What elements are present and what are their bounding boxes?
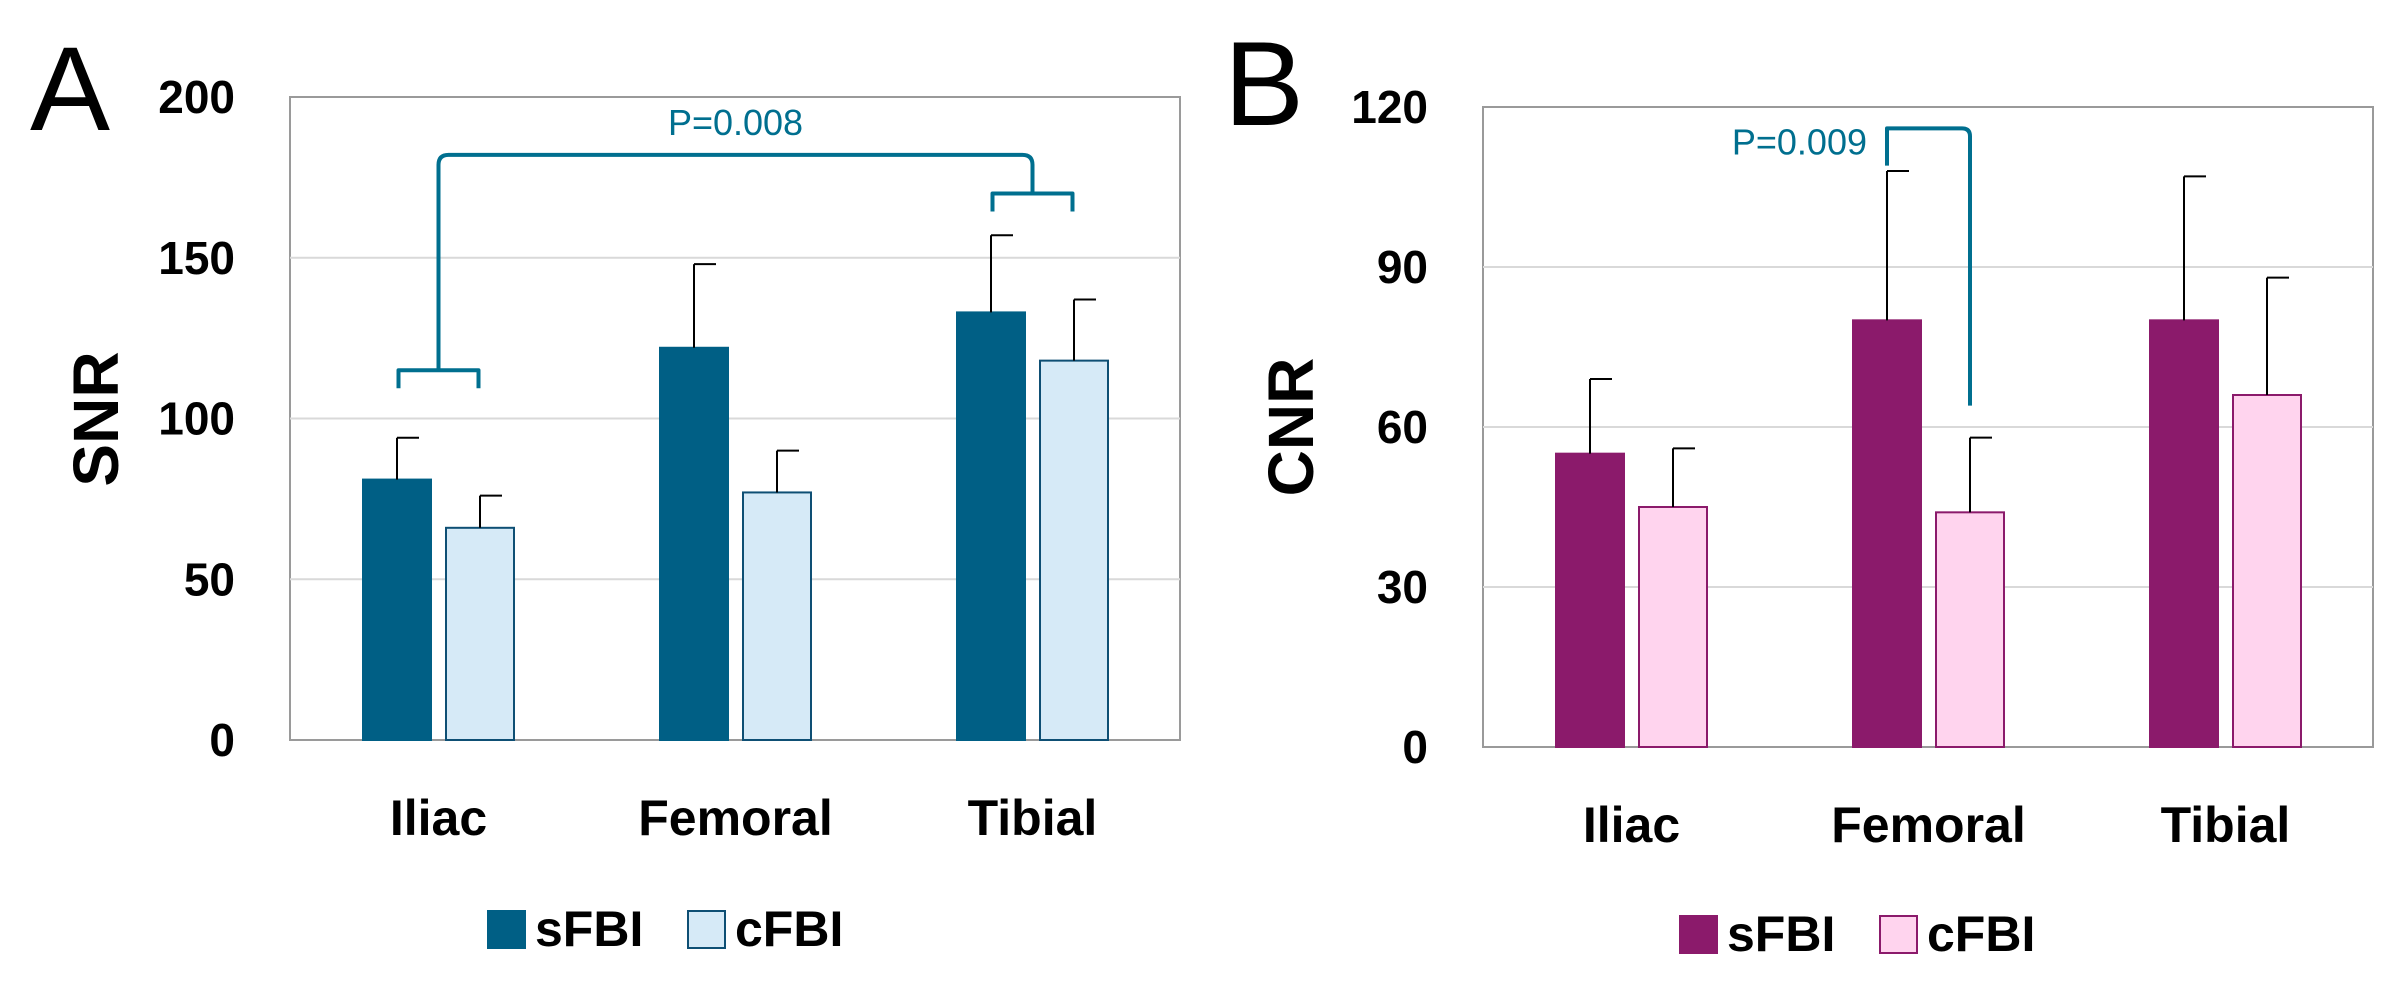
panel-b-bar-sfbi-iliac	[1555, 452, 1625, 748]
panel-a-bar-cfbi-tibial	[1039, 359, 1109, 741]
panel-b-y-tick-label: 0	[1402, 721, 1428, 773]
panel-b-annotation-bracket	[1885, 126, 1972, 406]
panel-a-legend-label-sfbi: sFBI	[535, 901, 643, 957]
panel-b-legend-swatch-cfbi	[1879, 915, 1918, 954]
panel-b-bar-sfbi-femoral	[1852, 319, 1922, 748]
panel-b-y-axis-label: CNR	[1255, 358, 1327, 497]
panel-a-annotation-group-bracket	[396, 368, 481, 389]
panel-a-y-tick-label: 50	[184, 553, 235, 605]
panel-b-letter: B	[1224, 17, 1304, 151]
panel-a: A 0 50 100 150 200 SNR Iliac Femoral Tibial P=0.00…	[30, 22, 1181, 957]
panel-a-y-tick-label: 150	[158, 232, 235, 284]
panel-a-y-tick-label: 0	[209, 714, 235, 766]
panel-b-bar-cfbi-iliac	[1638, 506, 1708, 748]
panel-b-bar-cfbi-femoral	[1935, 511, 2005, 748]
panel-a-letter: A	[30, 22, 110, 156]
panel-a-bar-sfbi-tibial	[956, 311, 1026, 741]
panel-b-y-tick-label: 30	[1377, 561, 1428, 613]
panel-b-legend-swatch-sfbi	[1679, 915, 1718, 954]
panel-a-annotation-bracket	[436, 152, 1035, 371]
panel-a-x-tick-label: Iliac	[390, 790, 487, 846]
panel-a-x-tick-label: Femoral	[638, 790, 833, 846]
panel-a-bar-cfbi-iliac	[445, 526, 515, 741]
panel-b-annotation-pvalue: P=0.009	[1732, 121, 1867, 162]
panel-a-y-tick-label: 100	[158, 393, 235, 445]
panel-a-legend-label-cfbi: cFBI	[735, 901, 843, 957]
panel-b-bar-sfbi-tibial	[2149, 319, 2219, 748]
panel-b-x-tick-label: Tibial	[2161, 797, 2291, 853]
panel-a-y-tick-label: 200	[158, 71, 235, 123]
panel-b-legend-label-cfbi: cFBI	[1927, 906, 2035, 962]
panel-a-legend-swatch-cfbi	[687, 910, 726, 949]
panel-b-y-tick-label: 120	[1351, 81, 1428, 133]
panel-a-bar-cfbi-femoral	[742, 491, 812, 741]
panel-b-x-tick-label: Femoral	[1831, 797, 2026, 853]
panel-a-annotation-pvalue: P=0.008	[668, 102, 803, 143]
panel-b-x-tick-label: Iliac	[1583, 797, 1680, 853]
panel-b: B 0 30 60 90 120 CNR Iliac Femoral Tibial P=0.009 s…	[1224, 17, 2374, 962]
panel-a-bar-sfbi-femoral	[659, 346, 729, 741]
panel-b-legend-label-sfbi: sFBI	[1727, 906, 1835, 962]
panel-b-bar-cfbi-tibial	[2232, 394, 2302, 748]
panel-a-x-tick-label: Tibial	[968, 790, 1098, 846]
panel-b-y-tick-label: 90	[1377, 241, 1428, 293]
panel-a-annotation-group-bracket	[990, 191, 1075, 212]
panel-a-legend-swatch-sfbi	[487, 910, 526, 949]
panel-a-bar-sfbi-iliac	[362, 478, 432, 741]
panel-b-y-tick-label: 60	[1377, 401, 1428, 453]
panel-a-y-axis-label: SNR	[60, 351, 132, 486]
